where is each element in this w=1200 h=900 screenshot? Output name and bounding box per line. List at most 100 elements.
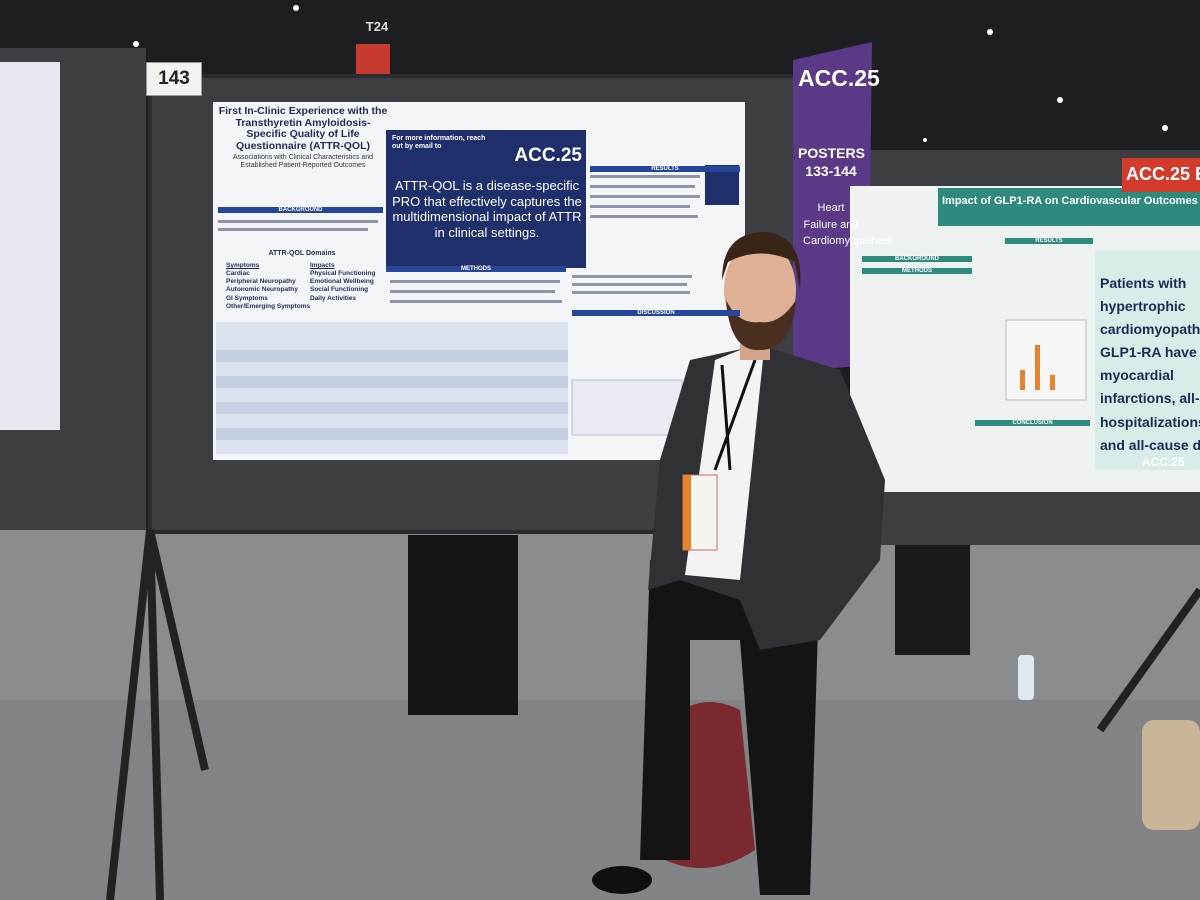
lanyard bbox=[713, 359, 757, 471]
water-bottle bbox=[1018, 655, 1034, 700]
section-header: BACKGROUND bbox=[218, 207, 383, 213]
text-line bbox=[390, 280, 560, 283]
bar-shape bbox=[1035, 345, 1040, 390]
table-row bbox=[216, 428, 568, 440]
section-header: METHODS bbox=[386, 266, 566, 272]
banner: ACC.25 EN bbox=[1122, 158, 1200, 192]
impacts-header: Impacts bbox=[310, 262, 335, 269]
key-message-box bbox=[386, 130, 586, 268]
table-row bbox=[216, 350, 568, 362]
poster-title: First In-Clinic Experience with the Tran… bbox=[218, 105, 388, 152]
easel-leg bbox=[146, 529, 164, 900]
tote-bag bbox=[1142, 720, 1200, 830]
badge-stripe bbox=[683, 475, 691, 550]
sign-logo: ACC.25 bbox=[798, 65, 880, 91]
key-line: GLP1-RA have le bbox=[1100, 344, 1200, 361]
sign-topic: Heart Failure and Cardiomyopathies bbox=[803, 202, 892, 247]
impact-item: Emotional Wellbeing bbox=[310, 278, 374, 286]
impact-item: Physical Functioning bbox=[310, 270, 376, 278]
key-message: ATTR-QOL is a disease-specific PRO that … bbox=[392, 178, 582, 240]
key-line: myocardial bbox=[1100, 367, 1174, 384]
section-header: RESULTS bbox=[590, 166, 740, 172]
text-line bbox=[572, 275, 692, 278]
easel bbox=[106, 529, 1200, 900]
text-line bbox=[218, 228, 368, 231]
person bbox=[592, 232, 885, 895]
booth-number: 143 bbox=[146, 62, 202, 96]
text-line bbox=[572, 291, 690, 294]
symptom-item: Cardiac bbox=[226, 270, 250, 278]
easel-leg bbox=[106, 529, 154, 900]
body-text-lines bbox=[218, 175, 700, 303]
domains-header: ATTR-QOL Domains bbox=[268, 250, 336, 257]
poster-subtitle: Associations with Clinical Characteristi… bbox=[232, 154, 374, 169]
hair bbox=[722, 232, 801, 290]
left-poster bbox=[0, 62, 60, 430]
aisle-sign: T24 bbox=[365, 19, 389, 34]
section-header: METHODS bbox=[862, 268, 972, 274]
right-chart-bars bbox=[1020, 345, 1055, 390]
bar-shape bbox=[1020, 370, 1025, 390]
section-header: DISCUSSION bbox=[572, 310, 740, 316]
face bbox=[724, 240, 796, 340]
beard bbox=[726, 300, 796, 351]
key-line: and all-cause death. bbox=[1100, 436, 1200, 453]
light bbox=[133, 41, 139, 47]
right-chart bbox=[1005, 319, 1087, 401]
symptoms-list: Symptoms Cardiac Peripheral Neuropathy Auto… bbox=[226, 262, 310, 311]
bar-shape bbox=[1050, 375, 1055, 390]
table-stripes bbox=[216, 350, 568, 440]
text-line bbox=[590, 215, 698, 218]
easel-leg bbox=[146, 529, 209, 771]
key-line: infarctions, all-caus bbox=[1100, 390, 1200, 407]
sign-range: 133-144 bbox=[805, 163, 857, 179]
boxplot-figure bbox=[571, 379, 683, 436]
text-line bbox=[390, 290, 555, 293]
light bbox=[923, 138, 927, 142]
poster-logo: ACC.25 bbox=[514, 145, 582, 166]
section-header: RESULTS bbox=[1005, 238, 1093, 244]
text-line bbox=[590, 195, 700, 198]
right-poster-title: Impact of GLP1-RA on Cardiovascular Outc… bbox=[942, 195, 1200, 207]
light bbox=[987, 29, 993, 35]
key-line: cardiomyopath bbox=[1100, 321, 1200, 338]
text-line bbox=[590, 205, 690, 208]
section-header: BACKGROUND bbox=[862, 256, 972, 262]
symptom-item: Other/Emerging Symptoms bbox=[226, 302, 311, 310]
right-poster-logo: ACC.25 bbox=[1142, 455, 1185, 469]
light bbox=[1057, 97, 1063, 103]
key-line: Patients with bbox=[1100, 275, 1187, 291]
text-line bbox=[390, 300, 562, 303]
symptoms-header: Symptoms bbox=[226, 262, 260, 269]
light bbox=[1162, 125, 1168, 131]
section-header: CONCLUSION bbox=[975, 420, 1090, 426]
key-line: hypertrophic bbox=[1100, 298, 1186, 315]
table-row bbox=[216, 402, 568, 414]
background-legs bbox=[408, 535, 518, 715]
easel-leg bbox=[1096, 587, 1200, 733]
impacts-list: Impacts Physical Functioning Emotional Wel… bbox=[310, 262, 375, 303]
background-legs bbox=[895, 545, 970, 655]
text-line bbox=[218, 220, 378, 223]
text-line bbox=[590, 185, 695, 188]
right-poster-header bbox=[938, 188, 1200, 226]
text-line bbox=[572, 283, 687, 286]
carpet-shade bbox=[0, 700, 1200, 900]
key-line: hospitalizations, bbox=[1100, 413, 1200, 430]
symptom-item: Peripheral Neuropathy bbox=[226, 278, 296, 286]
text-line bbox=[590, 175, 700, 178]
impact-item: Daily Activities bbox=[310, 294, 357, 302]
symptom-item: GI Symptoms bbox=[226, 294, 268, 302]
table-row bbox=[216, 376, 568, 388]
impact-item: Social Functioning bbox=[310, 286, 369, 294]
sign-title: POSTERS bbox=[798, 145, 865, 161]
light bbox=[293, 5, 299, 11]
right-key-message: Patients with hypertrophic cardiomyopath GL… bbox=[1100, 272, 1200, 457]
poster-contact: For more information, reach out by email… bbox=[392, 135, 486, 150]
shoe bbox=[592, 866, 652, 894]
right-key-panel bbox=[1095, 250, 1200, 470]
symptom-item: Autonomic Neuropathy bbox=[226, 286, 298, 294]
